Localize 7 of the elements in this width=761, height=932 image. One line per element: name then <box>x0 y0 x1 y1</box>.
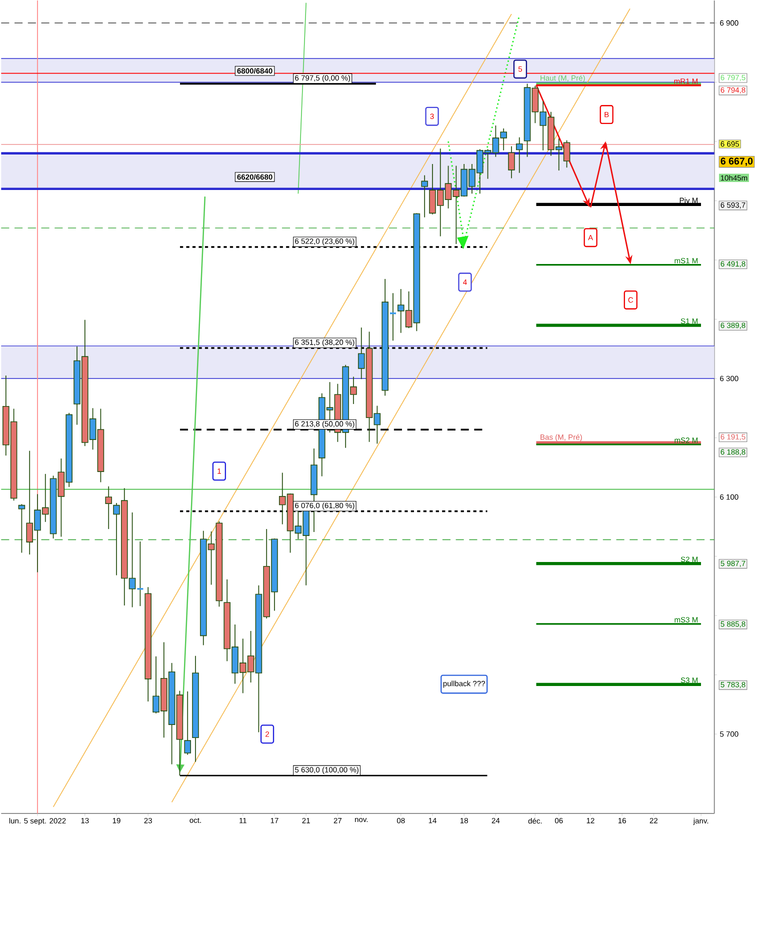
candlestick <box>508 146 516 179</box>
text: 6 667,0 <box>720 158 753 166</box>
candlestick <box>421 174 428 218</box>
candlestick <box>184 690 192 756</box>
candlestick <box>18 504 26 554</box>
candlestick <box>105 486 112 530</box>
candlestick <box>516 136 523 174</box>
